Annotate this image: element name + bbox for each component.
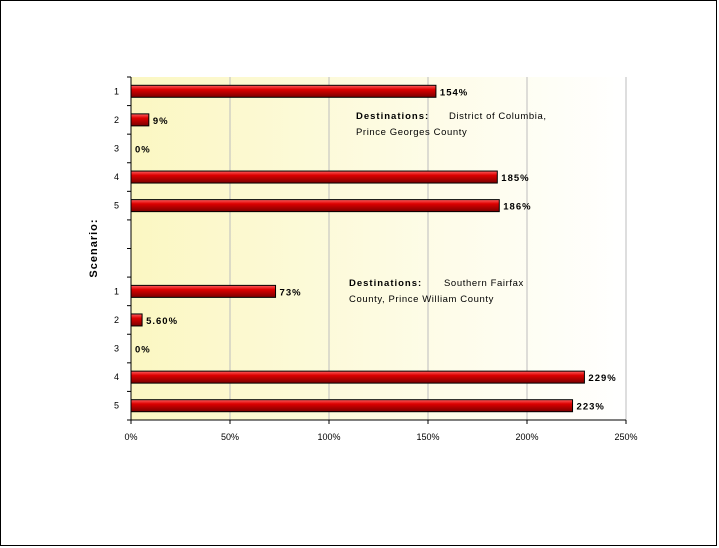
bar (130, 399, 574, 413)
data-label: 5.60% (146, 316, 178, 327)
data-label: 229% (588, 373, 616, 384)
data-label: 154% (440, 87, 468, 98)
y-axis-label: Scenario: (88, 218, 100, 277)
bar (130, 199, 500, 213)
x-tick-label: 0% (124, 432, 137, 442)
y-tick-label: 3 (114, 344, 119, 354)
annotation-2-line-1: Southern Fairfax (444, 278, 524, 289)
x-tick-label: 100% (317, 432, 340, 442)
annotation-2-title: Destinations: (349, 278, 422, 289)
data-label: 73% (280, 287, 302, 298)
bar (130, 370, 585, 384)
bar (130, 313, 143, 327)
y-tick-label: 2 (114, 115, 119, 125)
y-tick-label: 2 (114, 315, 119, 325)
y-tick-label: 5 (114, 201, 119, 211)
data-label: 223% (577, 402, 605, 413)
y-tick-label: 4 (114, 172, 119, 182)
annotation-1-title: Destinations: (356, 111, 429, 122)
annotation-1-line-2: Prince Georges County (356, 127, 467, 138)
y-tick-label: 4 (114, 372, 119, 382)
x-tick-label: 50% (221, 432, 239, 442)
y-tick-label: 5 (114, 401, 119, 411)
bar (130, 284, 277, 298)
x-tick-label: 250% (614, 432, 637, 442)
labels: 0% 50% 100% 150% 200% 250%1 154%2 9%3 0%4 185%5 18… (114, 86, 638, 442)
bars (130, 84, 585, 413)
plot-area (131, 77, 626, 420)
data-label: 0% (135, 144, 151, 155)
annotation-1-line-1: District of Columbia, (449, 111, 547, 122)
bar (130, 170, 498, 184)
y-tick-label: 1 (114, 286, 119, 296)
x-tick-label: 200% (515, 432, 538, 442)
data-label: 186% (503, 202, 531, 213)
data-label: 9% (153, 116, 169, 127)
y-tick-label: 1 (114, 86, 119, 96)
data-label: 0% (135, 345, 151, 356)
y-tick-label: 3 (114, 143, 119, 153)
axes (127, 76, 627, 424)
bar (130, 113, 150, 127)
grid-lines (229, 77, 627, 420)
data-label: 185% (501, 173, 529, 184)
annotation-2-line-2: County, Prince William County (349, 294, 494, 305)
bar (130, 84, 437, 98)
x-tick-label: 150% (416, 432, 439, 442)
